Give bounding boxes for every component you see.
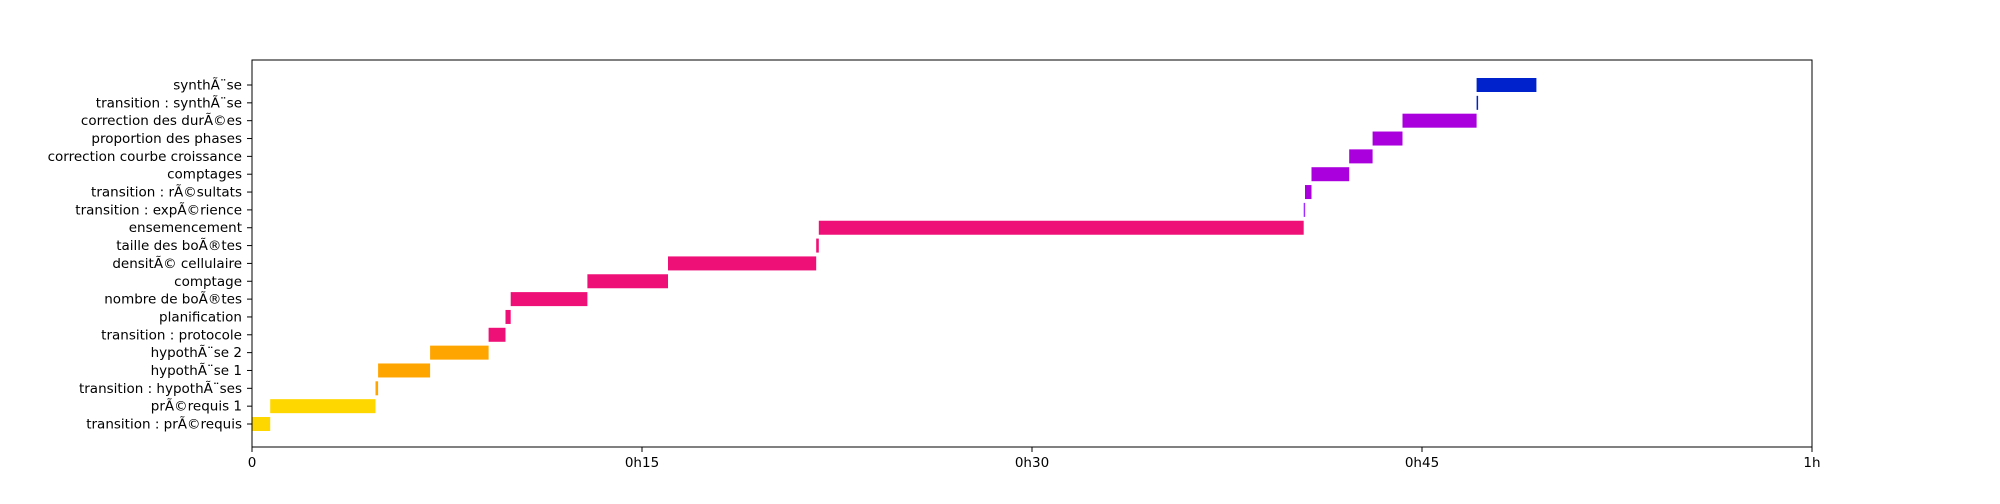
y-tick-label: synthÃ¨se <box>173 77 242 94</box>
task-bar <box>270 399 376 414</box>
plot-frame <box>251 59 1813 448</box>
task-bar <box>252 417 271 431</box>
x-tick-label: 0h15 <box>625 455 659 471</box>
task-bar <box>816 238 819 253</box>
x-tick-label: 0 <box>248 455 257 471</box>
task-bar <box>668 256 817 271</box>
y-tick-label: hypothÃ¨se 2 <box>151 344 242 361</box>
task-bar <box>505 309 511 324</box>
x-tick-label: 0h30 <box>1015 455 1049 471</box>
task-bar <box>1476 95 1479 110</box>
y-tick-label: transition : prÃ©requis <box>86 416 242 433</box>
task-bar <box>1349 149 1373 164</box>
task-bar <box>818 220 1304 235</box>
y-tick-label: comptage <box>174 274 242 290</box>
y-tick-label: transition : protocole <box>101 327 242 343</box>
y-tick-label: transition : expÃ©rience <box>75 201 242 218</box>
y-tick-label: taille des boÃ®tes <box>116 237 242 254</box>
task-bar <box>1402 113 1477 128</box>
bars-layer <box>252 78 1537 431</box>
task-bar <box>1311 167 1350 182</box>
task-bar <box>375 381 379 396</box>
task-bar <box>1303 202 1306 217</box>
task-bar <box>430 345 489 360</box>
task-bar <box>510 292 588 307</box>
x-tick-label: 0h45 <box>1405 455 1439 471</box>
y-tick-label: nombre de boÃ®tes <box>104 291 242 308</box>
task-bar <box>587 274 668 289</box>
y-tick-label: planification <box>159 309 242 325</box>
y-tick-label: correction des durÃ©es <box>81 112 242 129</box>
y-tick-label: proportion des phases <box>91 131 242 147</box>
y-tick-label: transition : synthÃ¨se <box>96 94 242 111</box>
y-tick-label: transition : rÃ©sultats <box>91 184 242 201</box>
task-bar <box>378 363 431 378</box>
task-bar <box>488 327 506 342</box>
x-tick-label: 1h <box>1803 455 1820 471</box>
x-axis: 0 0h15 0h30 0h45 1h <box>248 447 1821 471</box>
y-tick-label: transition : hypothÃ¨ses <box>79 380 242 397</box>
y-tick-label: densitÃ© cellulaire <box>112 255 242 272</box>
task-bar <box>1372 131 1403 146</box>
y-tick-label: comptages <box>167 167 242 183</box>
y-tick-label: prÃ©requis 1 <box>151 398 242 415</box>
task-bar <box>1476 78 1537 92</box>
y-tick-label: correction courbe croissance <box>48 149 242 165</box>
y-tick-label: hypothÃ¨se 1 <box>151 362 242 379</box>
y-tick-label: ensemencement <box>129 220 242 236</box>
task-bar <box>1305 185 1312 200</box>
